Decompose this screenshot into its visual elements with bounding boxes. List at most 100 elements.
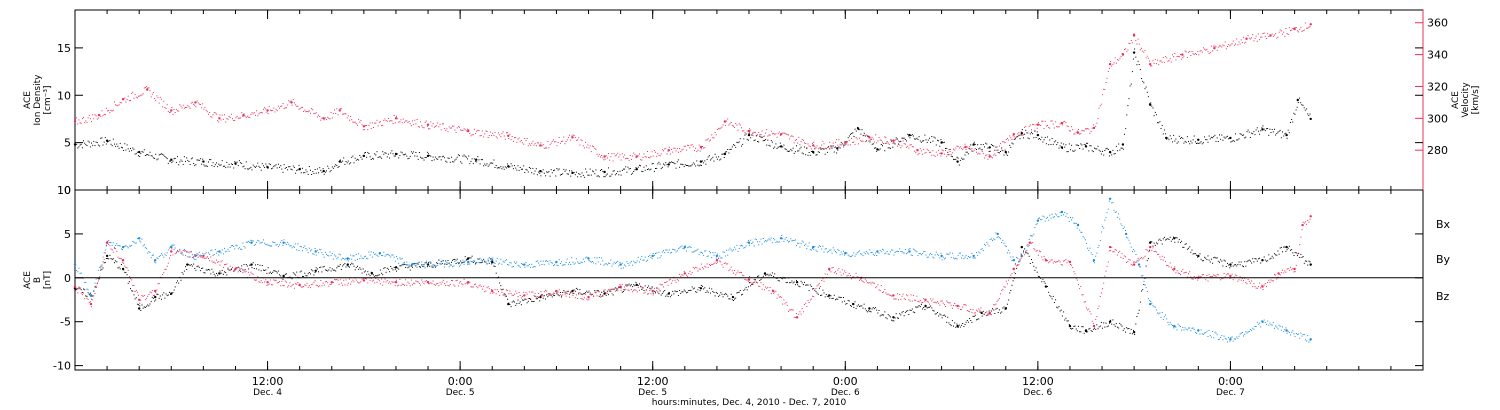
density-series-dot xyxy=(959,159,961,161)
b-by-series-dot xyxy=(682,247,684,249)
density-series-dot xyxy=(929,137,930,139)
density-series-dot xyxy=(1008,151,1010,153)
b-bx-series-dot xyxy=(352,263,354,265)
velocity-series-dot xyxy=(893,141,895,143)
b-by-series-dot xyxy=(963,258,965,260)
density-series-dot xyxy=(641,170,643,172)
b-by-series-dot xyxy=(198,251,200,253)
velocity-series-dot xyxy=(329,118,331,120)
density-series-dot xyxy=(963,158,965,160)
velocity-series-dot xyxy=(1300,26,1302,28)
velocity-series-dot xyxy=(463,128,465,130)
b-bx-series-dot xyxy=(1196,254,1197,256)
b-bz-series-dot xyxy=(209,260,211,262)
b-bx-series-dot xyxy=(1219,261,1220,263)
velocity-series-dot xyxy=(1161,61,1163,63)
velocity-series-dot xyxy=(801,139,803,140)
b-by-series-dot xyxy=(115,245,117,246)
velocity-series-dot xyxy=(583,147,585,149)
b-by-series-dot xyxy=(496,257,498,259)
velocity-series-dot xyxy=(635,157,637,159)
b-bx-series-dot xyxy=(878,310,880,311)
b-by-series-dot xyxy=(986,241,988,243)
velocity-series-point xyxy=(1108,62,1112,66)
velocity-series-dot xyxy=(963,147,965,149)
velocity-series-dot xyxy=(1083,130,1085,132)
b-by-series-dot xyxy=(316,249,318,251)
density-series-dot xyxy=(378,156,380,158)
b-by-series-dot xyxy=(530,266,532,268)
b-bx-series-dot xyxy=(471,255,473,257)
velocity-series-dot xyxy=(672,151,674,153)
b-bz-series-dot xyxy=(428,283,429,285)
b-bx-series-dot xyxy=(400,265,402,267)
b-bx-series-dot xyxy=(1188,247,1189,249)
velocity-series-dot xyxy=(255,114,256,116)
b-bz-series-dot xyxy=(549,293,551,294)
b-bx-series-dot xyxy=(340,269,342,270)
b-by-series-dot xyxy=(619,262,621,264)
velocity-series-dot xyxy=(993,154,995,156)
b-bz-series-dot xyxy=(343,279,345,281)
density-series-dot xyxy=(304,172,306,174)
density-series-dot xyxy=(706,158,708,160)
velocity-series-dot xyxy=(527,145,529,147)
b-bz-series-dot xyxy=(533,295,535,297)
density-series-dot xyxy=(535,168,537,170)
velocity-series-dot xyxy=(1006,137,1008,139)
density-series-dot xyxy=(124,143,126,145)
velocity-series-dot xyxy=(370,128,372,130)
density-series-dot xyxy=(773,147,775,149)
b-bx-series-dot xyxy=(335,270,337,272)
b-bx-series-dot xyxy=(408,266,410,268)
b-by-series-dot xyxy=(1192,327,1194,329)
b-bx-series-dot xyxy=(712,291,714,292)
velocity-series-dot xyxy=(1231,43,1233,45)
b-by-series-dot xyxy=(510,262,512,264)
b-by-series-dot xyxy=(848,255,850,257)
b-by-series-dot xyxy=(162,254,164,256)
density-series-dot xyxy=(972,144,974,146)
b-by-series-dot xyxy=(332,258,334,260)
b-by-series-dot xyxy=(1078,223,1079,225)
b-bx-series-dot xyxy=(1231,262,1233,264)
velocity-series-dot xyxy=(415,123,417,125)
b-bx-series-dot xyxy=(605,294,607,296)
density-series-dot xyxy=(373,158,374,160)
velocity-series-dot xyxy=(185,107,186,108)
b-by-series-dot xyxy=(307,252,309,254)
b-by-series-dot xyxy=(506,259,507,261)
density-series-dot xyxy=(673,162,675,164)
b-by-series-dot xyxy=(680,246,682,248)
velocity-series-dot xyxy=(804,142,805,144)
velocity-series-dot xyxy=(105,107,107,109)
velocity-series-dot xyxy=(334,109,336,111)
density-series-dot xyxy=(338,166,340,167)
density-series-dot xyxy=(350,162,352,164)
density-series-dot xyxy=(391,150,393,152)
b-bx-series-dot xyxy=(1175,237,1177,239)
b-bx-series-dot xyxy=(225,272,227,273)
b-bx-series-dot xyxy=(797,284,799,286)
b-by-series-dot xyxy=(1193,328,1195,330)
density-series-dot xyxy=(171,162,173,164)
b-by-series-dot xyxy=(849,256,851,258)
density-series-dot xyxy=(904,139,906,140)
velocity-series-dot xyxy=(467,128,468,130)
b-by-series-dot xyxy=(916,251,918,253)
b-bx-series-dot xyxy=(366,274,368,276)
density-series-dot xyxy=(540,175,542,177)
velocity-series-dot xyxy=(421,125,423,127)
b-by-series-dot xyxy=(743,247,745,249)
velocity-series-dot xyxy=(1106,77,1108,79)
velocity-series-dot xyxy=(288,100,290,102)
b-by-series-dot xyxy=(454,260,456,262)
density-series-dot xyxy=(1118,143,1120,145)
b-bx-series-dot xyxy=(929,306,930,308)
b-by-series-dot xyxy=(896,250,898,252)
b-by-series-dot xyxy=(1008,249,1010,251)
b-bx-series-dot xyxy=(1251,262,1253,264)
b-bx-series-dot xyxy=(704,287,706,289)
velocity-series-dot xyxy=(1166,57,1168,59)
b-by-series-dot xyxy=(177,250,178,252)
